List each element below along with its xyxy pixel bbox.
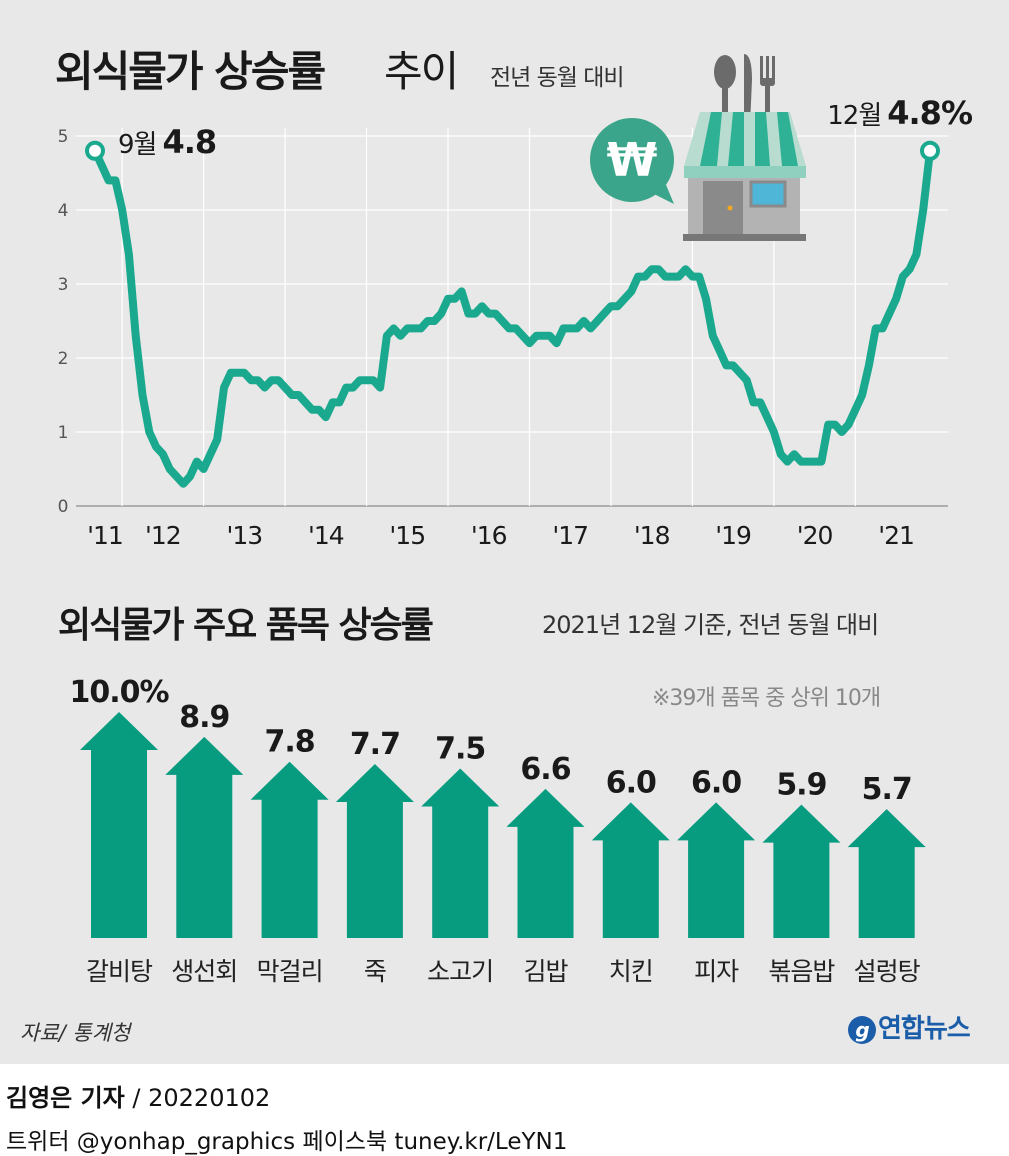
y-tick-label: 1 <box>58 423 69 443</box>
bar-value-label: 5.9 <box>776 768 826 803</box>
bar-value-label: 7.7 <box>350 727 400 762</box>
infographic-panel <box>0 0 1009 1064</box>
bar-arrow <box>847 809 926 938</box>
x-tick-label: '15 <box>389 521 425 550</box>
bar-chart-subtitle: 2021년 12월 기준, 전년 동월 대비 <box>542 611 879 639</box>
line-chart-title: 외식물가 상승률 <box>55 47 326 96</box>
start-value-label: 4.8 <box>162 123 216 161</box>
fork-spoon-knife-icon <box>714 54 775 126</box>
x-tick-label: '18 <box>634 521 670 550</box>
bar-category-label: 김밥 <box>523 957 568 986</box>
bar-value-labels: 10.0% 8.9 7.8 7.7 7.5 6.6 6.0 6.0 5.9 5.7 <box>69 675 912 807</box>
svg-text:₩: ₩ <box>607 133 658 187</box>
yonhap-logo: g 연합뉴스 <box>848 1008 971 1045</box>
bar-arrow <box>250 761 329 938</box>
x-tick-label: '16 <box>471 521 507 550</box>
x-tick-label: '19 <box>715 521 751 550</box>
bar-arrow <box>677 802 756 938</box>
line-chart-subtitle: 전년 동월 대비 <box>490 65 625 91</box>
bar-chart-title: 외식물가 주요 품목 상승률 <box>58 605 434 646</box>
bar-category-label: 갈비탕 <box>85 957 153 986</box>
bar-value-label: 7.5 <box>435 732 485 767</box>
x-tick-label: '20 <box>797 521 833 550</box>
series-line <box>91 146 934 488</box>
y-tick-label: 2 <box>58 349 69 369</box>
bar-arrow <box>421 768 500 938</box>
x-tick-label: '14 <box>308 521 344 550</box>
bar-value-label: 6.0 <box>606 765 656 800</box>
bar-chart: 10.0% 8.9 7.8 7.7 7.5 6.6 6.0 6.0 5.9 5.7 <box>69 675 926 938</box>
bar-chart-note: ※39개 품목 중 상위 10개 <box>652 686 881 711</box>
byline-date: / 20220102 <box>124 1084 271 1112</box>
bar-arrow <box>762 804 841 938</box>
start-point-marker <box>85 140 105 161</box>
x-tick-label: '13 <box>227 521 263 550</box>
end-value-label: 4.8% <box>887 94 973 132</box>
bar-arrow <box>335 763 414 938</box>
line-chart: 0 1 2 3 4 5 '11 '12 '13 '14 '15 '16 '17 '18 '19 '20 '21… <box>58 54 974 550</box>
bar-value-label: 6.0 <box>691 765 741 800</box>
start-month-label: 9월 <box>118 130 156 160</box>
byline: 김영은 기자 / 20220102 <box>6 1078 270 1113</box>
bar-category-label: 치킨 <box>608 957 654 986</box>
x-tick-label: '17 <box>552 521 588 550</box>
bar-arrow <box>165 736 244 938</box>
end-month-label: 12월 <box>827 101 881 131</box>
x-tick-label: '12 <box>145 521 181 550</box>
social-links: 트위터 @yonhap_graphics 페이스북 tuney.kr/LeYN1 <box>6 1129 568 1155</box>
bar-value-label: 6.6 <box>520 752 570 787</box>
won-speech-bubble-icon: ₩ <box>590 118 674 204</box>
x-axis-ticks: '11 '12 '13 '14 '15 '16 '17 '18 '19 '20 '21 <box>87 521 915 550</box>
bar-value-label: 8.9 <box>179 700 229 735</box>
bar-arrow <box>506 788 585 938</box>
y-tick-label: 4 <box>58 201 69 221</box>
restaurant-storefront-icon <box>683 54 806 241</box>
bar-category-label: 설렁탕 <box>853 957 921 986</box>
bar-category-label: 볶음밥 <box>768 957 835 986</box>
yonhap-logo-icon: g <box>848 1015 876 1044</box>
start-annotation: 9월 4.8 <box>118 123 216 161</box>
bar-category-label: 생선회 <box>171 957 238 986</box>
reporter-name: 김영은 기자 <box>6 1084 125 1112</box>
bar-arrow <box>80 712 158 938</box>
bar-category-label: 피자 <box>694 957 739 986</box>
y-tick-label: 0 <box>58 497 69 517</box>
bar-value-label: 7.8 <box>265 725 315 760</box>
bar-category-label: 막걸리 <box>256 957 324 986</box>
end-annotation: 12월 4.8% <box>827 94 973 132</box>
source-text: 자료/ 통계청 <box>20 1021 131 1045</box>
bar-category-label: 죽 <box>363 957 387 986</box>
x-tick-label: '21 <box>878 521 914 550</box>
end-point-marker <box>920 140 940 161</box>
y-axis-ticks: 0 1 2 3 4 5 <box>58 127 69 517</box>
line-chart-title-suffix: 추이 <box>384 47 459 96</box>
bar-category-label: 소고기 <box>427 957 494 986</box>
y-tick-label: 3 <box>58 275 69 295</box>
bar-value-label: 5.7 <box>862 772 912 807</box>
bar-arrows <box>80 712 926 938</box>
bar-arrow <box>591 802 670 938</box>
logo-text: 연합뉴스 <box>878 1014 971 1044</box>
y-tick-label: 5 <box>58 127 69 147</box>
x-tick-label: '11 <box>87 521 123 550</box>
bar-value-label: 10.0% <box>69 675 169 710</box>
